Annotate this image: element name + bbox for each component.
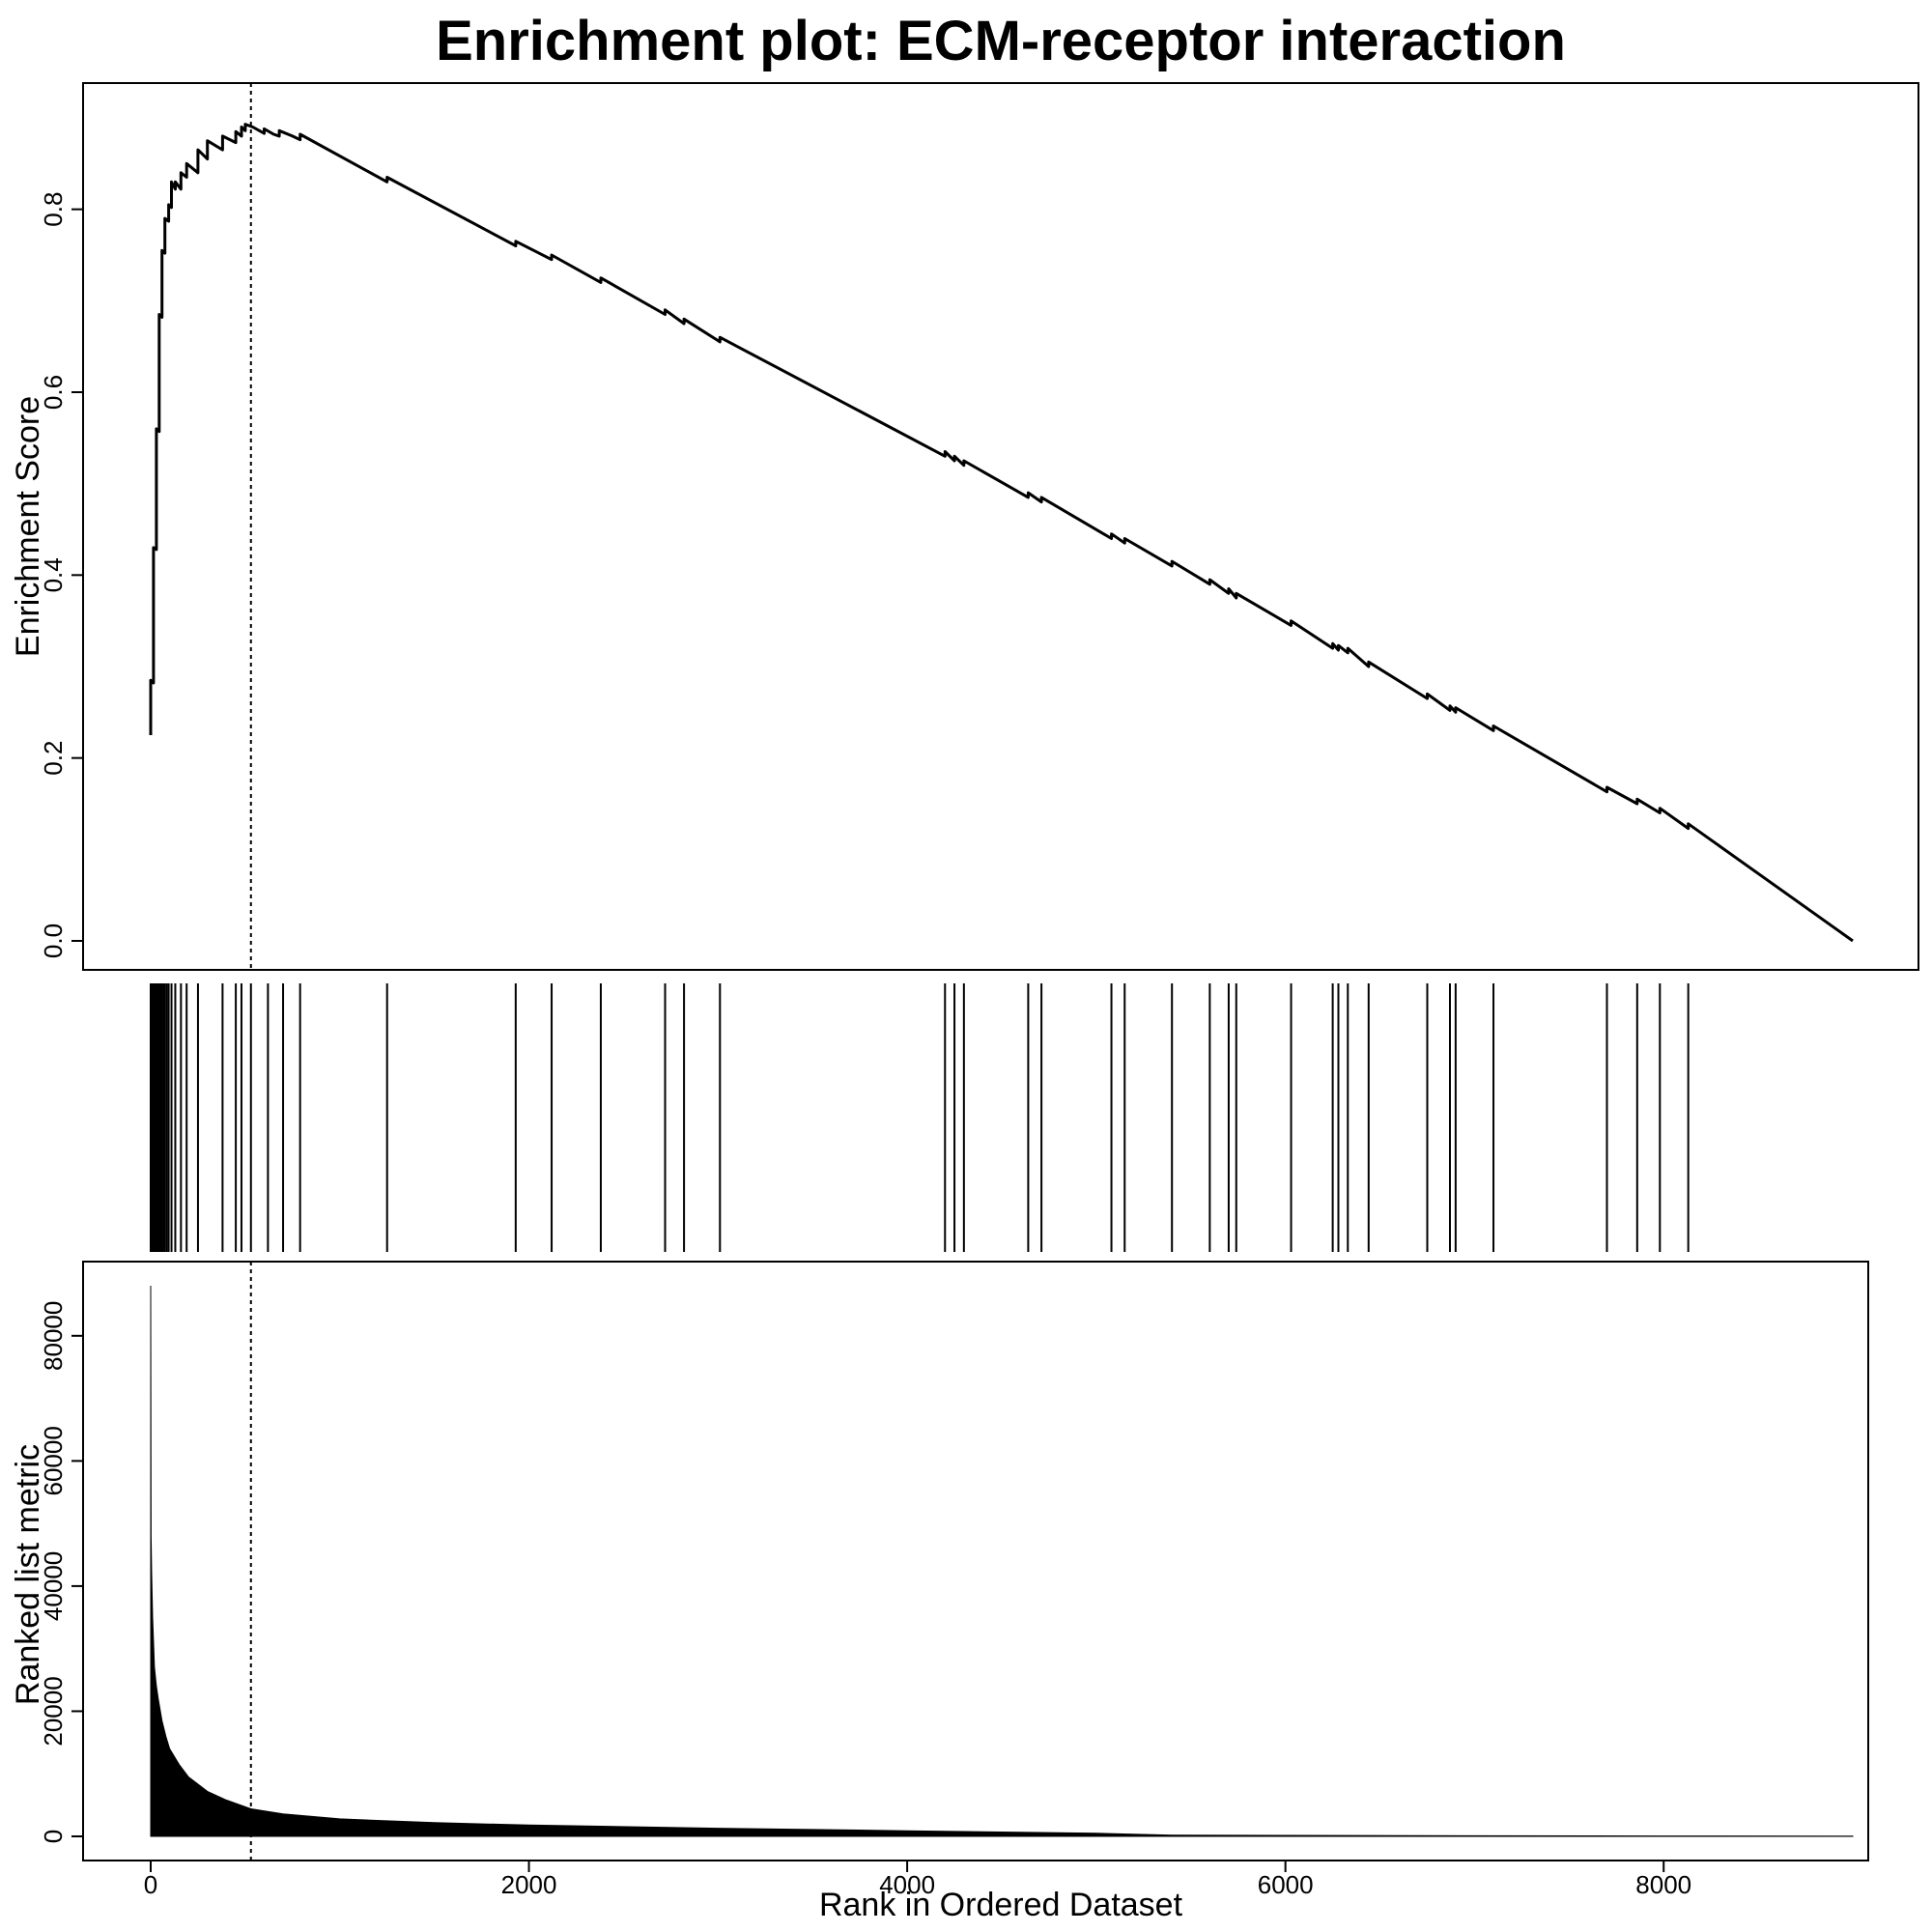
x-tick-label: 0 (144, 1870, 157, 1899)
x-tick-label: 4000 (879, 1870, 935, 1899)
enrichment-y-tick-label: 0.4 (39, 557, 68, 592)
enrichment-y-tick-label: 0.2 (39, 741, 68, 776)
gene-set-hit-marks (150, 983, 1690, 1252)
x-tick-label: 2000 (501, 1870, 557, 1899)
metric-y-axis-label: Ranked list metric (10, 1444, 46, 1705)
x-tick-label: 6000 (1258, 1870, 1314, 1899)
plot-title: Enrichment plot: ECM-receptor interactio… (436, 10, 1566, 72)
metric-y-tick-label: 0 (39, 1830, 68, 1843)
enrichment-y-tick-label: 0.8 (39, 192, 68, 227)
metric-y-tick-label: 40000 (39, 1551, 68, 1621)
rank-x-axis: 0 2000 4000 6000 8000 (144, 1861, 1691, 1899)
metric-y-tick-label: 80000 (39, 1301, 68, 1371)
metric-y-tick-label: 20000 (39, 1676, 68, 1746)
enrichment-y-tick-label: 0.0 (39, 923, 68, 958)
enrichment-panel-frame (82, 82, 1919, 971)
x-tick-label: 8000 (1635, 1870, 1691, 1899)
metric-y-axis: 0 20000 40000 60000 80000 (39, 1301, 83, 1843)
metric-y-tick-label: 60000 (39, 1426, 68, 1495)
x-axis-label: Rank in Ordered Dataset (819, 1887, 1183, 1923)
ranked-metric-area (150, 1285, 1854, 1837)
enrichment-score-line (149, 123, 1854, 943)
enrichment-y-tick-label: 0.6 (39, 375, 68, 410)
enrichment-y-axis-label: Enrichment Score (10, 396, 46, 657)
metric-panel-frame (82, 1261, 1869, 1861)
enrichment-y-axis: 0.0 0.2 0.4 0.6 0.8 (39, 192, 83, 958)
